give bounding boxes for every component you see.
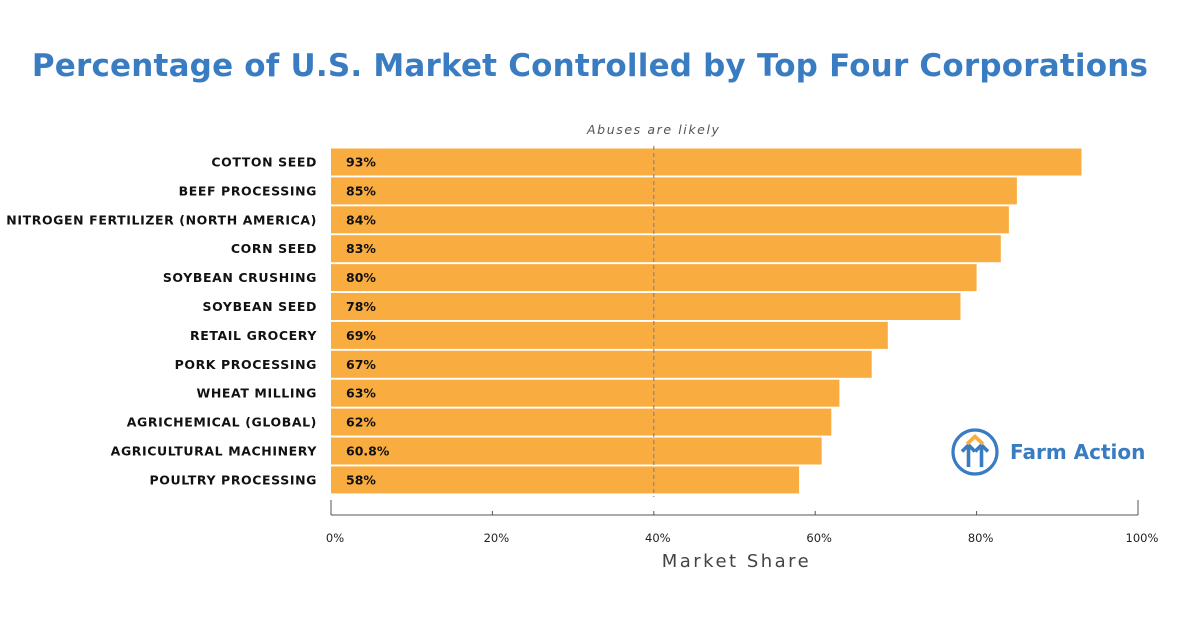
- x-tick-label-100: 100%: [1126, 531, 1159, 545]
- bar-2: [331, 177, 1017, 205]
- x-tick-label-20: 20%: [484, 531, 510, 545]
- category-label-1: COTTON SEED: [211, 155, 317, 170]
- category-label-12: POULTRY PROCESSING: [150, 472, 317, 487]
- value-label-6: 78%: [346, 299, 376, 314]
- value-label-4: 83%: [346, 241, 376, 256]
- category-label-4: CORN SEED: [231, 241, 317, 256]
- bar-6: [331, 293, 961, 320]
- bar-10: [331, 408, 832, 436]
- category-label-5: SOYBEAN CRUSHING: [163, 270, 317, 285]
- value-label-11: 60.8%: [346, 444, 390, 459]
- x-axis-title: Market Share: [662, 551, 812, 572]
- bar-12: [331, 466, 800, 494]
- bar-3: [331, 206, 1009, 234]
- value-label-9: 63%: [346, 386, 376, 401]
- category-label-7: RETAIL GROCERY: [190, 328, 317, 343]
- bar-8: [331, 350, 872, 378]
- value-label-12: 58%: [346, 472, 376, 487]
- category-label-2: BEEF PROCESSING: [179, 183, 317, 198]
- bar-9: [331, 379, 840, 407]
- reference-line-label: Abuses are likely: [586, 122, 721, 137]
- x-tick-label-40: 40%: [645, 531, 671, 545]
- value-label-3: 84%: [346, 212, 376, 227]
- value-label-8: 67%: [346, 357, 376, 372]
- farm-action-arrow-icon: [951, 428, 999, 476]
- value-label-1: 93%: [346, 155, 376, 170]
- bar-11: [331, 437, 822, 465]
- value-label-7: 69%: [346, 328, 376, 343]
- x-tick-label-0: 0%: [326, 531, 344, 545]
- bar-7: [331, 321, 888, 349]
- category-label-11: AGRICULTURAL MACHINERY: [111, 444, 318, 459]
- x-tick-label-80: 80%: [968, 531, 994, 545]
- category-label-9: WHEAT MILLING: [196, 386, 317, 401]
- logo-text: Farm Action: [1010, 440, 1146, 464]
- category-label-6: SOYBEAN SEED: [203, 299, 317, 314]
- category-label-10: AGRICHEMICAL (GLOBAL): [127, 415, 317, 430]
- bar-1: [331, 148, 1082, 176]
- category-label-8: PORK PROCESSING: [175, 357, 317, 372]
- x-tick-label-60: 60%: [806, 531, 832, 545]
- value-label-5: 80%: [346, 270, 376, 285]
- bar-4: [331, 235, 1001, 263]
- value-label-10: 62%: [346, 415, 376, 430]
- chart-title: Percentage of U.S. Market Controlled by …: [31, 48, 1149, 84]
- value-label-2: 85%: [346, 183, 376, 198]
- category-label-3: NITROGEN FERTILIZER (NORTH AMERICA): [6, 212, 317, 227]
- farm-action-logo: Farm Action: [950, 427, 1145, 477]
